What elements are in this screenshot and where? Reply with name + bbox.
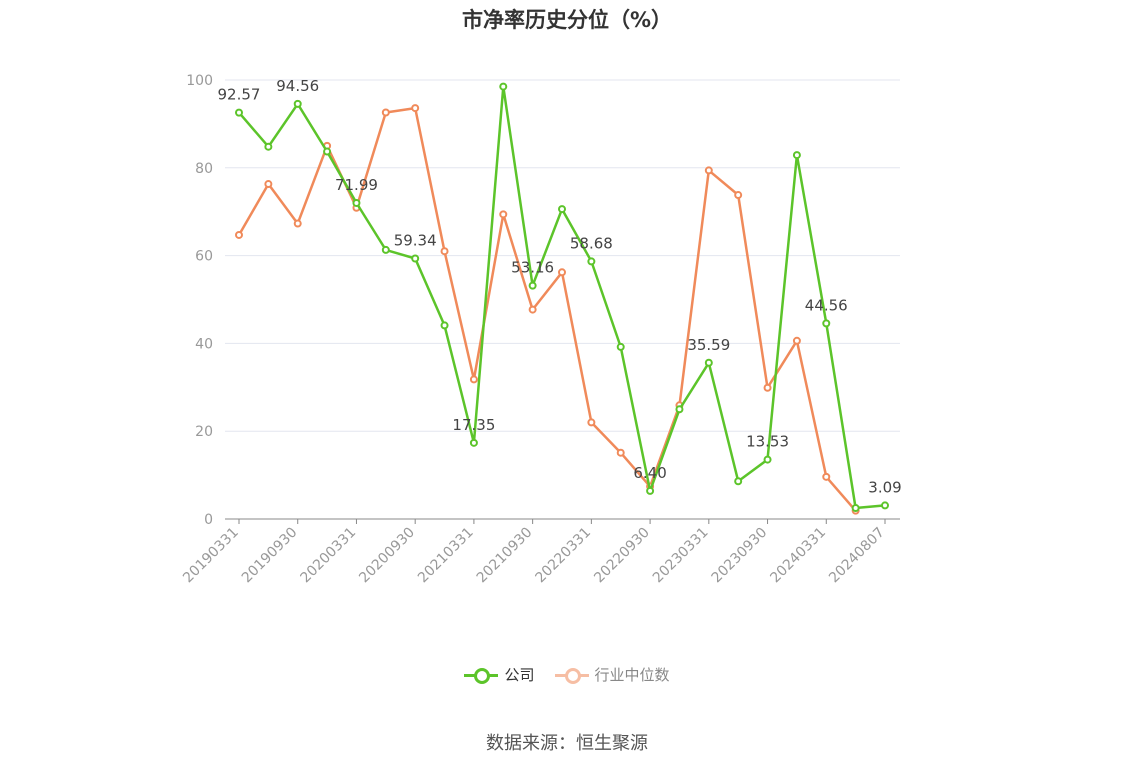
- y-tick-label: 0: [204, 512, 213, 528]
- legend-label-industry-median: 行业中位数: [594, 666, 670, 684]
- data-label: 53.16: [511, 259, 554, 277]
- point-company: [851, 504, 860, 513]
- x-tick-label: 20190930: [239, 525, 301, 587]
- point-company: [734, 477, 743, 486]
- data-label: 94.56: [276, 77, 319, 95]
- data-label: 6.40: [633, 464, 666, 482]
- point-company: [704, 358, 713, 367]
- x-tick-label: 20230930: [709, 525, 771, 587]
- point-industry-median: [558, 268, 566, 277]
- point-industry-median: [469, 375, 478, 384]
- y-tick-label: 40: [195, 336, 213, 352]
- point-company: [822, 319, 831, 328]
- x-tick-label: 20220331: [532, 525, 594, 587]
- point-industry-median: [499, 210, 508, 219]
- point-company: [528, 281, 537, 290]
- chart-title: 市净率历史分位（%）: [461, 8, 673, 32]
- axes: 0 20 40 60 80 100 2019033120190930202003312020…: [180, 73, 900, 586]
- data-label: 44.56: [805, 296, 848, 314]
- y-tick-label: 20: [195, 424, 213, 440]
- line-chart: 0 20 40 60 80 100 2019033120190930202003312020…: [180, 73, 902, 586]
- point-industry-median: [587, 418, 596, 427]
- data-label: 71.99: [335, 176, 378, 194]
- legend: 公司 行业中位数: [0, 664, 1134, 685]
- data-label: 58.68: [570, 234, 613, 252]
- point-industry-median: [792, 336, 801, 345]
- point-industry-median: [411, 104, 420, 113]
- point-industry-median: [235, 230, 243, 239]
- x-tick-label: 20200930: [356, 525, 418, 587]
- legend-marker-industry-icon: [554, 666, 589, 684]
- x-tick-label: 20230331: [650, 525, 712, 587]
- point-company: [646, 486, 655, 495]
- data-label: 59.34: [394, 231, 437, 249]
- point-industry-median: [264, 180, 273, 189]
- x-tick-label: 20190331: [180, 525, 242, 587]
- legend-label-company: 公司: [504, 666, 535, 684]
- y-tick-label: 60: [195, 249, 213, 265]
- x-tick-label: 20240331: [767, 525, 829, 587]
- x-tick-label: 20220930: [591, 525, 653, 587]
- point-company: [235, 108, 243, 117]
- point-company: [616, 342, 625, 351]
- point-industry-median: [440, 247, 449, 256]
- y-tick-label: 80: [195, 161, 213, 177]
- series-lines: [235, 82, 889, 515]
- point-company: [411, 254, 420, 263]
- point-industry-median: [293, 219, 302, 228]
- data-label: 13.53: [746, 433, 789, 451]
- point-company: [587, 257, 596, 266]
- point-industry-median: [763, 383, 772, 392]
- data-labels: 92.57 94.56 71.99 59.34 17.35 53.16 58.68 6.40 3…: [218, 77, 902, 497]
- data-label: 17.35: [452, 416, 495, 434]
- point-company: [381, 245, 390, 254]
- data-label: 3.09: [868, 478, 901, 496]
- legend-marker-company-icon: [464, 666, 499, 684]
- point-company: [323, 147, 332, 156]
- point-industry-median: [822, 472, 831, 481]
- point-company: [469, 438, 478, 447]
- point-industry-median: [381, 108, 390, 117]
- point-company: [881, 501, 889, 510]
- point-industry-median: [616, 448, 625, 457]
- point-company: [293, 99, 302, 108]
- grid-lines: [225, 79, 900, 432]
- point-company: [440, 321, 449, 330]
- point-company: [558, 205, 566, 214]
- y-tick-label: 100: [186, 73, 213, 89]
- point-company: [792, 151, 801, 160]
- legend-item-company[interactable]: 公司: [464, 664, 535, 685]
- point-company: [499, 82, 508, 91]
- data-label: 35.59: [687, 336, 730, 354]
- point-company: [352, 198, 361, 207]
- x-tick-label: 20210930: [474, 525, 536, 587]
- x-tick-label: 20240807: [826, 525, 888, 587]
- x-tick-label: 20200331: [298, 525, 360, 587]
- point-company: [675, 405, 684, 414]
- x-tick-label: 20210331: [415, 525, 477, 587]
- point-industry-median: [734, 191, 743, 200]
- point-company: [763, 455, 772, 464]
- data-source: 数据来源：恒生聚源: [486, 733, 648, 754]
- point-industry-median: [528, 305, 537, 314]
- point-company: [264, 142, 273, 151]
- data-label: 92.57: [218, 86, 261, 104]
- legend-item-industry-median[interactable]: 行业中位数: [554, 664, 670, 685]
- point-industry-median: [704, 166, 713, 175]
